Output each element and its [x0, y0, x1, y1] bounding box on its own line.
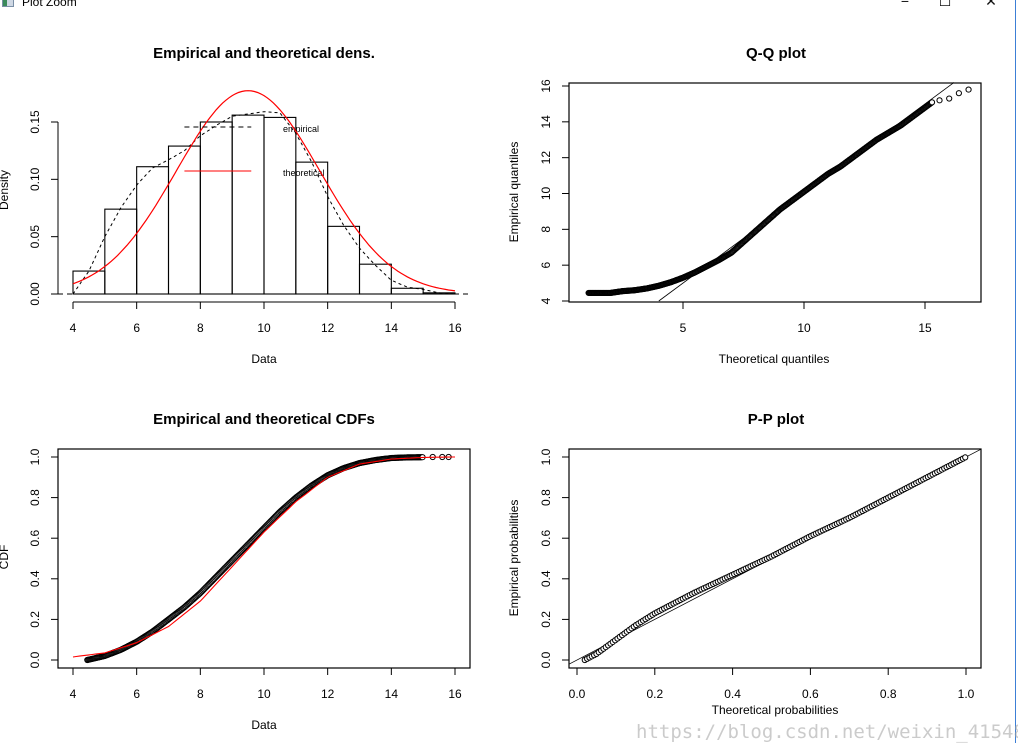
- y-tick-label: 8: [539, 226, 553, 233]
- x-tick-label: 15: [918, 321, 932, 335]
- histogram-bar: [167, 145, 201, 295]
- legend-theoretical-label: theoretical: [283, 168, 325, 178]
- y-tick-label: 0.8: [539, 489, 553, 506]
- window-titlebar: Plot Zoom − ☐ ✕: [0, 0, 1018, 12]
- histogram-bar: [231, 114, 265, 295]
- pp-plot-ylabel: Empirical probabilities: [507, 500, 521, 617]
- qq-plot-xlabel: Theoretical quantiles: [719, 352, 830, 366]
- qq-point: [928, 99, 936, 106]
- histogram-bar: [327, 225, 361, 295]
- x-tick-label: 10: [257, 321, 271, 335]
- density-plot-xlabel: Data: [251, 352, 277, 366]
- y-tick-label: 0.0: [28, 651, 42, 668]
- cdf-plot-ylabel: CDF: [0, 545, 11, 570]
- y-tick-label: 14: [539, 115, 553, 129]
- qq-plot: Q-Q plot Theoretical quantiles Empirical…: [507, 45, 982, 366]
- x-tick-label: 12: [321, 687, 335, 701]
- plot-box: [568, 82, 982, 303]
- cdf-plot-title: Empirical and theoretical CDFs: [153, 411, 375, 428]
- y-tick-label: 1.0: [539, 448, 553, 465]
- y-tick-label: 1.0: [28, 448, 42, 465]
- y-tick-label: 0.05: [28, 225, 42, 249]
- y-tick-label: 10: [539, 187, 553, 201]
- density-plot: Empirical and theoretical dens. Data Den…: [0, 45, 472, 366]
- x-tick-label: 6: [133, 687, 140, 701]
- y-tick-label: 12: [539, 151, 553, 165]
- y-tick-label: 6: [539, 262, 553, 269]
- plot-box: [57, 448, 471, 669]
- y-tick-label: 0.6: [539, 530, 553, 547]
- window-border: [1015, 0, 1016, 743]
- histogram-bar: [390, 287, 424, 295]
- y-tick-label: 16: [539, 79, 553, 93]
- y-tick-label: 0.00: [28, 282, 42, 306]
- x-tick-label: 1.0: [958, 687, 975, 701]
- qq-point: [965, 86, 972, 93]
- window-title: Plot Zoom: [22, 0, 77, 9]
- watermark: https://blog.csdn.net/weixin_41548698: [636, 721, 1018, 743]
- qq-point: [955, 90, 962, 97]
- qq-point: [946, 95, 953, 102]
- y-tick-label: 0.8: [28, 489, 42, 506]
- pp-plot-title: P-P plot: [748, 411, 804, 428]
- x-tick-label: 0.2: [646, 687, 663, 701]
- y-tick-label: 0.2: [28, 611, 42, 628]
- app-icon: [2, 0, 14, 7]
- legend-empirical-label: empirical: [283, 124, 319, 134]
- x-tick-label: 14: [385, 321, 399, 335]
- histogram-bar: [263, 116, 297, 295]
- x-tick-label: 10: [257, 687, 271, 701]
- x-tick-label: 5: [680, 321, 687, 335]
- histogram-bar: [358, 263, 392, 295]
- x-tick-label: 8: [197, 687, 204, 701]
- density-plot-title: Empirical and theoretical dens.: [153, 45, 375, 62]
- histogram-bar: [136, 166, 170, 295]
- x-tick-label: 8: [197, 321, 204, 335]
- qq-plot-title: Q-Q plot: [746, 45, 806, 62]
- y-tick-label: 0.15: [28, 110, 42, 134]
- x-tick-label: 4: [70, 687, 77, 701]
- density-plot-ylabel: Density: [0, 170, 11, 210]
- pp-plot: P-P plot Theoretical probabilities Empir…: [507, 411, 982, 717]
- x-tick-label: 10: [797, 321, 811, 335]
- maximize-button[interactable]: ☐: [938, 0, 952, 9]
- x-tick-label: 6: [133, 321, 140, 335]
- y-tick-label: 0.2: [539, 611, 553, 628]
- minimize-button[interactable]: −: [900, 0, 910, 9]
- x-tick-label: 16: [448, 687, 462, 701]
- theoretical-density-curve: [72, 90, 456, 292]
- theoretical-cdf-curve: [72, 456, 455, 658]
- y-tick-label: 0.0: [539, 651, 553, 668]
- cdf-plot: Empirical and theoretical CDFs Data CDF …: [0, 411, 471, 732]
- x-tick-label: 0.0: [569, 687, 586, 701]
- y-tick-label: 4: [539, 297, 553, 304]
- y-tick-label: 0.6: [28, 530, 42, 547]
- pp-point: [962, 454, 969, 461]
- close-button[interactable]: ✕: [985, 0, 997, 9]
- x-tick-label: 12: [321, 321, 335, 335]
- empirical-density-curve: [72, 111, 456, 295]
- histogram-bar: [295, 161, 329, 295]
- qq-point: [936, 97, 943, 104]
- x-tick-label: 14: [385, 687, 399, 701]
- cdf-plot-xlabel: Data: [251, 718, 277, 732]
- pp-plot-xlabel: Theoretical probabilities: [712, 703, 839, 717]
- qq-plot-ylabel: Empirical quantiles: [507, 142, 521, 243]
- x-tick-label: 0.6: [802, 687, 819, 701]
- y-tick-label: 0.10: [28, 167, 42, 191]
- x-tick-label: 4: [70, 321, 77, 335]
- x-tick-label: 0.4: [724, 687, 741, 701]
- x-tick-label: 16: [448, 321, 462, 335]
- y-tick-label: 0.4: [28, 570, 42, 587]
- y-tick-label: 0.4: [539, 570, 553, 587]
- x-tick-label: 0.8: [880, 687, 897, 701]
- histogram-bar: [199, 121, 233, 295]
